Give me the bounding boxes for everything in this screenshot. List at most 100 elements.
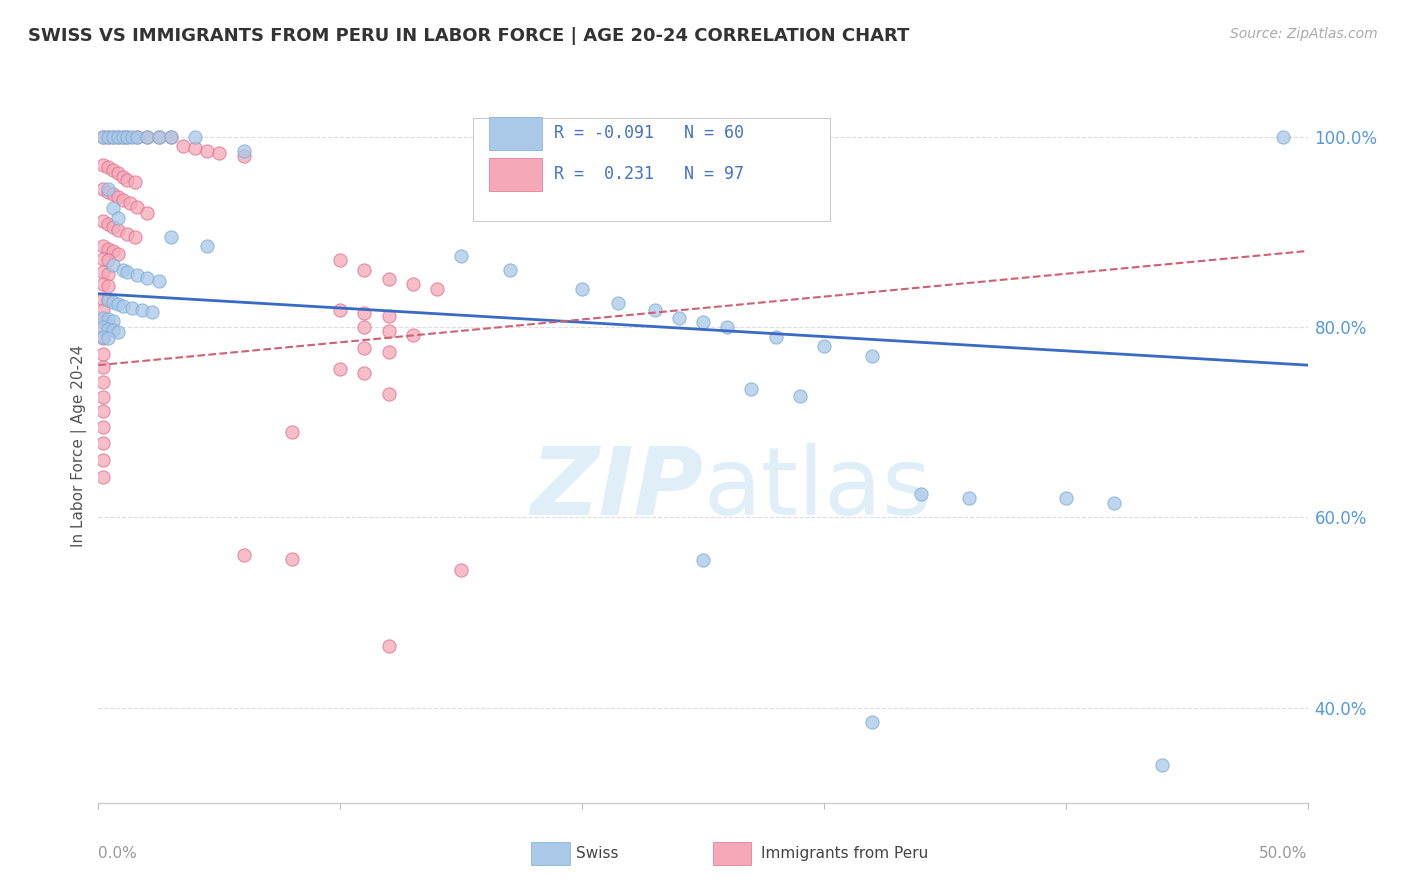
Point <box>91 213 114 227</box>
Point <box>716 320 738 334</box>
Point <box>91 292 114 306</box>
Point <box>91 391 114 405</box>
Point <box>117 172 139 186</box>
Point <box>127 129 149 144</box>
Point <box>148 274 170 288</box>
Point <box>97 185 120 199</box>
Point <box>107 211 129 225</box>
Point <box>91 265 114 279</box>
Text: 50.0%: 50.0% <box>1260 846 1308 861</box>
Point <box>957 491 980 506</box>
Point <box>101 220 124 235</box>
Point <box>148 129 170 144</box>
Point <box>377 344 399 359</box>
Point <box>91 420 114 434</box>
Point <box>353 263 375 277</box>
Point <box>184 129 207 144</box>
Point <box>107 247 129 261</box>
Point <box>111 193 134 207</box>
Point <box>329 253 352 268</box>
Point <box>121 129 143 144</box>
Point <box>353 366 375 380</box>
Point <box>121 301 143 315</box>
Point <box>232 149 254 163</box>
Point <box>91 376 114 390</box>
Text: Source: ZipAtlas.com: Source: ZipAtlas.com <box>1230 27 1378 41</box>
Point <box>91 331 114 345</box>
Point <box>353 306 375 320</box>
Point <box>131 302 153 317</box>
FancyBboxPatch shape <box>531 842 569 865</box>
Point <box>377 324 399 338</box>
Point <box>97 160 120 174</box>
Point <box>195 144 218 158</box>
Point <box>111 169 134 184</box>
Point <box>91 158 114 172</box>
Point <box>117 129 139 144</box>
Point <box>107 297 129 311</box>
Point <box>281 425 304 439</box>
Point <box>101 163 124 178</box>
Point <box>91 277 114 292</box>
Point <box>97 129 120 144</box>
Point <box>184 141 207 155</box>
Point <box>117 265 139 279</box>
Point <box>377 309 399 323</box>
Point <box>498 263 520 277</box>
Point <box>107 166 129 180</box>
Point <box>377 386 399 401</box>
Point <box>160 129 183 144</box>
Point <box>127 200 149 214</box>
Point <box>101 258 124 272</box>
Point <box>101 314 124 328</box>
FancyBboxPatch shape <box>489 158 543 191</box>
Point <box>97 322 120 336</box>
Point <box>91 239 114 253</box>
Text: Swiss: Swiss <box>576 846 619 861</box>
FancyBboxPatch shape <box>489 117 543 150</box>
Point <box>91 129 114 144</box>
Point <box>402 327 425 342</box>
Y-axis label: In Labor Force | Age 20-24: In Labor Force | Age 20-24 <box>72 345 87 547</box>
Text: ZIP: ZIP <box>530 442 703 535</box>
Point <box>101 129 124 144</box>
Point <box>740 382 762 396</box>
Point <box>208 145 231 160</box>
Point <box>571 282 593 296</box>
Point <box>111 129 134 144</box>
Point <box>172 139 194 153</box>
Point <box>91 320 114 334</box>
Point <box>91 359 114 374</box>
Point <box>377 639 399 653</box>
Point <box>1102 496 1125 510</box>
Point <box>135 206 157 220</box>
Point <box>97 293 120 308</box>
Point <box>668 310 690 325</box>
Point <box>91 302 114 317</box>
Text: SWISS VS IMMIGRANTS FROM PERU IN LABOR FORCE | AGE 20-24 CORRELATION CHART: SWISS VS IMMIGRANTS FROM PERU IN LABOR F… <box>28 27 910 45</box>
Point <box>91 182 114 196</box>
Point <box>692 315 714 329</box>
Point <box>97 279 120 293</box>
Point <box>111 129 134 144</box>
Point <box>101 244 124 258</box>
Point <box>353 320 375 334</box>
Point <box>135 270 157 285</box>
Point <box>107 223 129 237</box>
Point <box>97 253 120 268</box>
Point <box>101 129 124 144</box>
Point <box>97 293 120 308</box>
Point <box>101 295 124 310</box>
Point <box>101 186 124 201</box>
Point <box>97 317 120 331</box>
Point <box>111 263 134 277</box>
Point <box>124 176 146 190</box>
Point <box>107 190 129 204</box>
Point <box>91 315 114 329</box>
Point <box>377 272 399 286</box>
Point <box>148 129 170 144</box>
Point <box>860 349 883 363</box>
Point <box>107 129 129 144</box>
Point <box>97 242 120 256</box>
Point <box>813 339 835 353</box>
